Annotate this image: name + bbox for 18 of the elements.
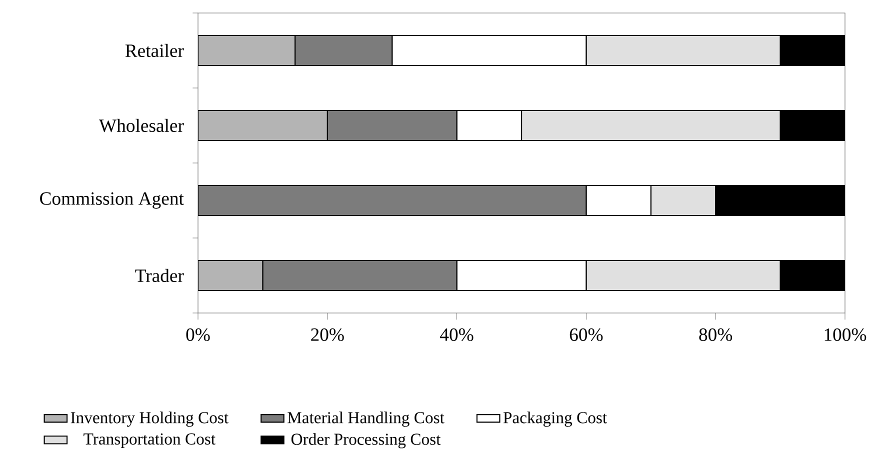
legend-label: Material Handling Cost: [288, 412, 444, 427]
bar: [198, 34, 296, 66]
x-tick-label: 100%: [824, 328, 866, 342]
legend-label: Inventory Holding Cost: [70, 412, 228, 427]
x-tick-label: 20%: [311, 328, 344, 342]
bar: [198, 110, 328, 142]
y-tick-label: Trader: [135, 268, 184, 282]
y-tick-label: Retailer: [125, 44, 184, 58]
x-tick-label: 60%: [570, 328, 603, 342]
legend-label: Packaging Cost: [503, 412, 607, 427]
y-tick-label: Commission Agent: [40, 192, 184, 209]
x-tick-label: 0%: [186, 328, 210, 342]
bar: [198, 260, 264, 292]
x-tick-label: 80%: [699, 328, 732, 342]
x-tick-label: 40%: [440, 328, 474, 342]
legend-label: Order Processing Cost: [291, 433, 441, 448]
legend-label: Transportation Cost: [84, 433, 216, 448]
y-tick-label: Wholesaler: [98, 118, 184, 132]
